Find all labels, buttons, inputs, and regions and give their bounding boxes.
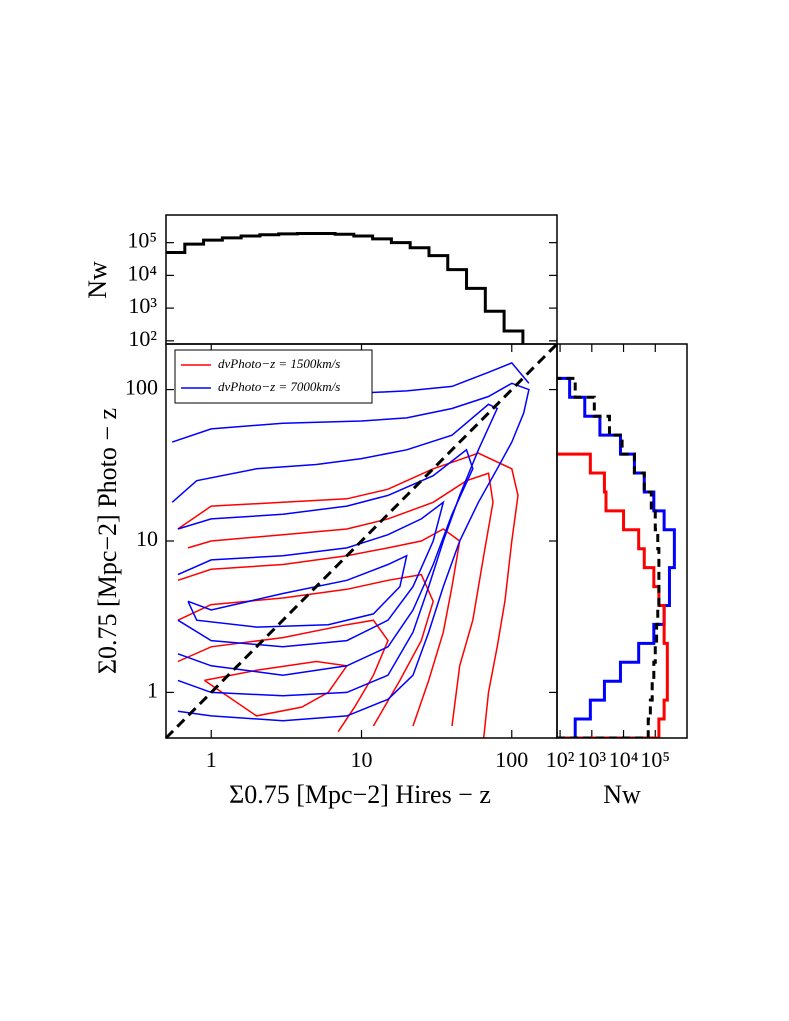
contour-line	[177, 528, 461, 727]
legend-label: dvPhoto−z = 1500km/s	[218, 356, 340, 371]
legend-label: dvPhoto−z = 7000km/s	[218, 379, 340, 394]
x-tick-label: 10³	[578, 747, 607, 772]
y-tick-label: 100	[125, 375, 158, 400]
x-tick-label: 10⁵	[640, 747, 670, 772]
contour-line	[203, 660, 349, 717]
contour-line	[177, 500, 445, 648]
reference-line	[164, 342, 559, 740]
contour-line	[187, 472, 494, 727]
y-tick-label: 1	[147, 677, 158, 702]
contour-line	[177, 619, 389, 733]
right-frame	[556, 343, 688, 739]
contour-line	[171, 403, 499, 697]
y-axis-label: Σ0.75 [Mpc−2] Photo − z	[93, 408, 122, 674]
y-tick-label: 10²	[128, 326, 157, 351]
contour-line	[187, 554, 408, 628]
contour-line	[177, 448, 474, 676]
x-tick-label: 1	[206, 747, 217, 772]
x-axis-label: Σ0.75 [Mpc−2] Hires − z	[229, 780, 491, 809]
y-tick-label: 10⁵	[127, 228, 157, 253]
contours	[171, 362, 530, 738]
legend-box	[174, 349, 373, 404]
x-tick-label: 10	[351, 747, 373, 772]
histogram-step	[557, 376, 676, 738]
top-y-axis-label: Nw	[83, 261, 112, 299]
y-tick-label: 10⁴	[127, 260, 157, 285]
top-frame	[165, 214, 558, 345]
histogram-step	[557, 452, 669, 738]
histogram-step	[166, 232, 525, 344]
x-tick-label: 10²	[546, 747, 575, 772]
legend: dvPhoto−z = 1500km/s dvPhoto−z = 7000km/s	[174, 349, 373, 404]
x-tick-label: 100	[495, 747, 528, 772]
y-tick-label: 10³	[128, 293, 157, 318]
x-tick-label: 10⁴	[609, 747, 639, 772]
right-x-axis-label: Nw	[603, 780, 641, 809]
histogram-step	[557, 376, 661, 738]
contour-line	[177, 452, 519, 738]
contour-line	[171, 382, 530, 722]
y-tick-label: 10	[136, 526, 158, 551]
